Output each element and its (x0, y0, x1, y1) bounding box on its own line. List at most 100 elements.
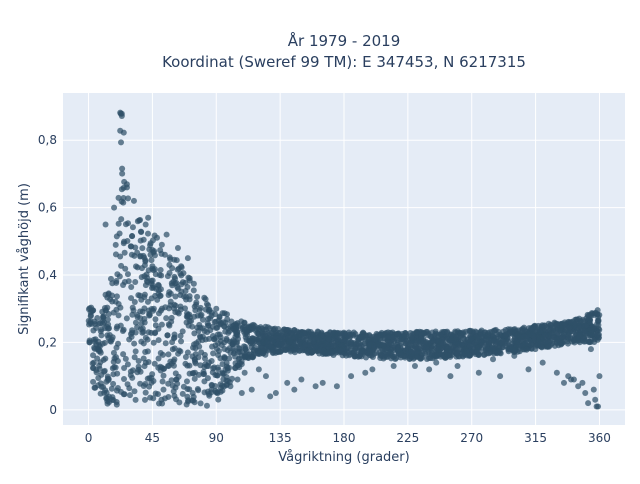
data-point (477, 330, 484, 337)
data-point (379, 353, 386, 360)
data-point (497, 373, 504, 380)
data-point (163, 315, 170, 322)
x-tick-label: 315 (524, 431, 547, 445)
data-point (177, 332, 184, 339)
data-point (202, 306, 209, 313)
data-point (171, 273, 178, 280)
data-point (275, 341, 282, 348)
data-point (525, 366, 532, 373)
data-point (197, 304, 204, 311)
data-point (140, 382, 147, 389)
data-point (452, 336, 459, 343)
data-point (191, 375, 198, 382)
data-point (165, 362, 172, 369)
y-tick-label: 0,2 (38, 335, 57, 349)
data-point (418, 329, 425, 336)
data-point (324, 331, 331, 338)
data-point (120, 375, 127, 382)
data-point (291, 333, 298, 340)
data-point (454, 363, 461, 370)
data-point (438, 329, 445, 336)
data-point (147, 242, 154, 249)
data-point (494, 331, 501, 338)
data-point (198, 349, 205, 356)
data-point (157, 292, 164, 299)
data-point (227, 383, 234, 390)
data-point (91, 338, 98, 345)
data-point (596, 373, 603, 380)
data-point (553, 322, 560, 329)
data-point (99, 308, 106, 315)
data-point (128, 251, 135, 258)
data-point (356, 344, 363, 351)
data-point (407, 330, 414, 337)
data-point (116, 230, 123, 237)
data-point (131, 388, 138, 395)
data-point (234, 320, 241, 327)
data-point (414, 338, 421, 345)
data-point (389, 344, 396, 351)
data-point (581, 338, 588, 345)
data-point (130, 197, 137, 204)
data-point (184, 349, 191, 356)
data-point (125, 195, 132, 202)
data-point (219, 370, 226, 377)
data-point (117, 109, 124, 116)
data-point (248, 386, 255, 393)
data-point (127, 243, 134, 250)
data-point (182, 353, 189, 360)
data-point (581, 327, 588, 334)
data-point (121, 364, 128, 371)
data-point (284, 379, 291, 386)
x-tick-label: 45 (145, 431, 160, 445)
data-point (223, 311, 230, 318)
data-point (490, 356, 497, 363)
data-point (139, 245, 146, 252)
data-point (468, 335, 475, 342)
data-point (448, 345, 455, 352)
data-point (457, 331, 464, 338)
data-point (188, 318, 195, 325)
data-point (475, 369, 482, 376)
data-point (204, 329, 211, 336)
chart-subtitle: Koordinat (Sweref 99 TM): E 347453, N 62… (162, 53, 526, 71)
x-tick-label: 225 (396, 431, 419, 445)
data-point (414, 348, 421, 355)
tick-layer: 0 45 90 135 180 225 270 315 360 0 0,2 0,4 0,6 0,8 (38, 133, 611, 445)
data-point (110, 380, 117, 387)
data-point (158, 321, 165, 328)
data-point (528, 341, 535, 348)
data-point (505, 348, 512, 355)
data-point (132, 396, 139, 403)
data-point (534, 329, 541, 336)
data-point (559, 333, 566, 340)
data-point (203, 402, 210, 409)
data-point (117, 127, 124, 134)
x-tick-label: 360 (588, 431, 611, 445)
data-point (333, 383, 340, 390)
data-point (101, 368, 108, 375)
data-point (267, 393, 274, 400)
data-point (423, 339, 430, 346)
data-point (560, 379, 567, 386)
data-point (397, 336, 404, 343)
data-point (298, 376, 305, 383)
data-point (131, 354, 138, 361)
data-point (194, 386, 201, 393)
data-point (443, 353, 450, 360)
data-point (90, 378, 97, 385)
data-point (181, 305, 188, 312)
data-point (387, 349, 394, 356)
data-point (177, 270, 184, 277)
data-point (124, 381, 131, 388)
data-point (193, 340, 200, 347)
data-point (232, 353, 239, 360)
data-point (139, 308, 146, 315)
data-point (577, 318, 584, 325)
data-point (211, 336, 218, 343)
points-layer (85, 109, 603, 410)
data-point (103, 378, 110, 385)
data-point (105, 321, 112, 328)
data-point (152, 322, 159, 329)
data-point (115, 312, 122, 319)
